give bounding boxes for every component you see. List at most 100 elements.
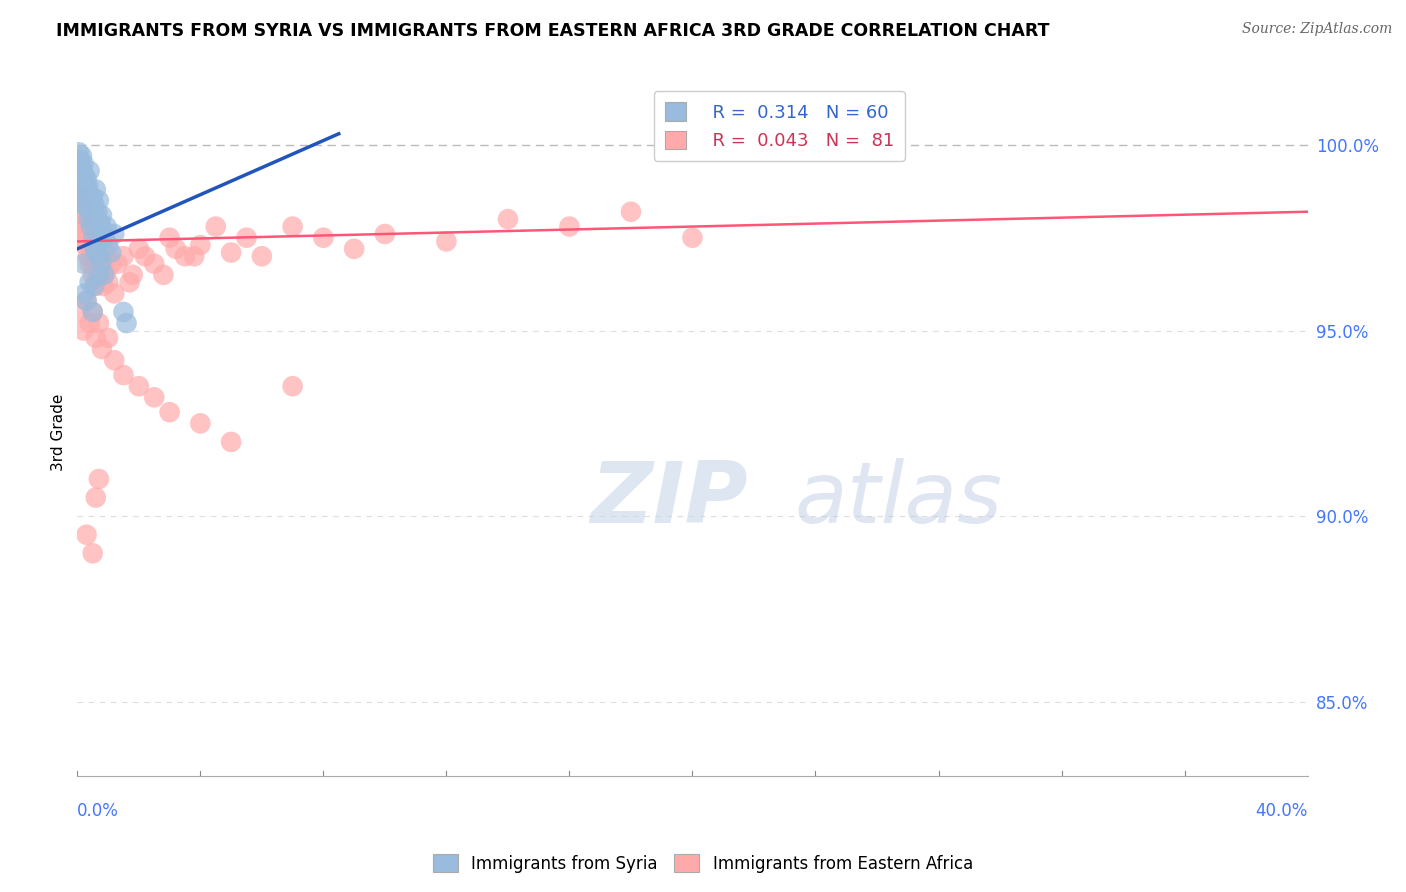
Point — [69, 182, 91, 196]
Point — [73, 238, 96, 252]
Point — [79, 164, 101, 178]
Point — [83, 238, 105, 252]
Point — [374, 227, 396, 241]
Point — [105, 257, 128, 271]
Text: ZIP: ZIP — [591, 458, 748, 541]
Point — [82, 230, 104, 244]
Point — [70, 190, 93, 204]
Point — [93, 223, 115, 237]
Point — [96, 219, 118, 234]
Point — [143, 390, 166, 404]
Point — [77, 219, 100, 234]
Point — [82, 546, 104, 560]
Point — [97, 238, 120, 252]
Point — [121, 268, 143, 282]
Point — [115, 316, 138, 330]
Text: Source: ZipAtlas.com: Source: ZipAtlas.com — [1241, 22, 1392, 37]
Point — [112, 368, 135, 382]
Point — [94, 245, 117, 260]
Point — [70, 149, 93, 163]
Point — [79, 257, 101, 271]
Point — [76, 201, 98, 215]
Point — [72, 156, 94, 170]
Point — [86, 249, 108, 263]
Point — [89, 252, 111, 267]
Point — [86, 204, 108, 219]
Point — [67, 168, 90, 182]
Legend:   R =  0.314   N = 60,   R =  0.043   N =  81: R = 0.314 N = 60, R = 0.043 N = 81 — [654, 91, 905, 161]
Point — [281, 219, 304, 234]
Point — [83, 279, 105, 293]
Point — [77, 227, 100, 241]
Point — [159, 230, 181, 244]
Point — [76, 171, 98, 186]
Point — [69, 175, 91, 189]
Point — [134, 249, 156, 263]
Point — [97, 331, 120, 345]
Point — [128, 242, 150, 256]
Point — [496, 212, 519, 227]
Point — [83, 197, 105, 211]
Point — [67, 145, 90, 160]
Point — [82, 305, 104, 319]
Point — [87, 268, 110, 282]
Point — [72, 212, 94, 227]
Point — [281, 379, 304, 393]
Point — [118, 275, 141, 289]
Point — [67, 194, 90, 208]
Point — [682, 230, 704, 244]
Point — [219, 245, 242, 260]
Point — [100, 245, 122, 260]
Point — [84, 331, 107, 345]
Point — [70, 223, 93, 237]
Point — [69, 182, 91, 196]
Point — [69, 305, 91, 319]
Point — [82, 268, 104, 282]
Point — [70, 201, 93, 215]
Point — [83, 257, 105, 271]
Point — [80, 242, 103, 256]
Point — [96, 264, 118, 278]
Point — [190, 417, 212, 431]
Point — [76, 527, 98, 541]
Point — [86, 216, 108, 230]
Point — [70, 171, 93, 186]
Point — [89, 249, 111, 263]
Point — [343, 242, 366, 256]
Point — [77, 249, 100, 263]
Point — [143, 257, 166, 271]
Point — [84, 279, 107, 293]
Text: atlas: atlas — [794, 458, 1002, 541]
Y-axis label: 3rd Grade: 3rd Grade — [51, 394, 66, 471]
Point — [75, 204, 97, 219]
Point — [84, 182, 107, 196]
Point — [69, 216, 91, 230]
Point — [93, 268, 115, 282]
Point — [103, 353, 125, 368]
Point — [87, 235, 110, 249]
Point — [80, 219, 103, 234]
Point — [620, 204, 643, 219]
Point — [73, 230, 96, 244]
Point — [93, 279, 115, 293]
Point — [312, 230, 335, 244]
Point — [436, 235, 458, 249]
Point — [73, 168, 96, 182]
Point — [219, 434, 242, 449]
Point — [79, 194, 101, 208]
Point — [112, 249, 135, 263]
Point — [87, 316, 110, 330]
Point — [72, 164, 94, 178]
Point — [84, 491, 107, 505]
Point — [70, 160, 93, 174]
Point — [250, 249, 273, 263]
Point — [90, 257, 112, 271]
Point — [69, 160, 91, 174]
Point — [190, 238, 212, 252]
Point — [103, 286, 125, 301]
Legend: Immigrants from Syria, Immigrants from Eastern Africa: Immigrants from Syria, Immigrants from E… — [426, 847, 980, 880]
Point — [235, 230, 257, 244]
Point — [76, 293, 98, 308]
Point — [89, 216, 111, 230]
Point — [183, 249, 205, 263]
